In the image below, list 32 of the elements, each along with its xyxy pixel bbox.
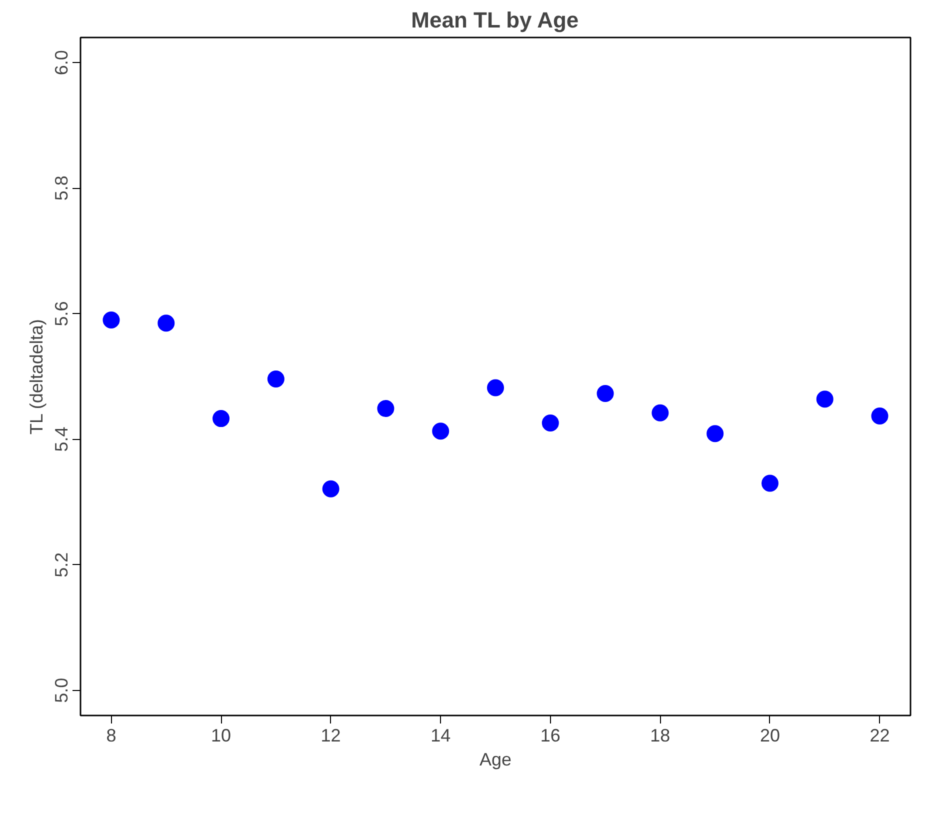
x-tick-label: 16: [540, 726, 560, 746]
point: [652, 404, 669, 422]
x-tick-label: 22: [870, 726, 890, 746]
x-axis-title: Age: [479, 750, 512, 770]
point: [432, 422, 450, 440]
y-tick-label: 5.8: [52, 176, 72, 201]
y-tick-label: 5.2: [52, 552, 72, 578]
y-tick-label: 5.0: [52, 678, 72, 703]
point: [706, 425, 724, 442]
point: [158, 314, 175, 332]
x-tick-label: 20: [760, 726, 780, 746]
point: [212, 410, 230, 428]
point: [322, 480, 340, 498]
y-tick-label: 6.0: [52, 50, 72, 76]
x-tick-label: 14: [430, 726, 451, 746]
x-tick-label: 18: [650, 726, 670, 746]
point: [377, 400, 394, 417]
point: [267, 370, 284, 388]
x-tick-label: 12: [320, 726, 341, 746]
y-tick-label: 5.4: [52, 426, 72, 452]
point: [596, 384, 614, 402]
point: [761, 474, 778, 492]
point: [102, 312, 120, 328]
point: [487, 379, 504, 396]
x-tick-label: 8: [106, 726, 116, 746]
x-tick-label: 10: [211, 726, 232, 746]
chart-title: Mean TL by Age: [411, 8, 579, 32]
y-axis-title: TL (deltadelta): [26, 319, 46, 435]
y-tick-label: 5.6: [52, 301, 72, 326]
point: [871, 408, 888, 425]
point: [542, 414, 559, 432]
point: [816, 390, 834, 408]
